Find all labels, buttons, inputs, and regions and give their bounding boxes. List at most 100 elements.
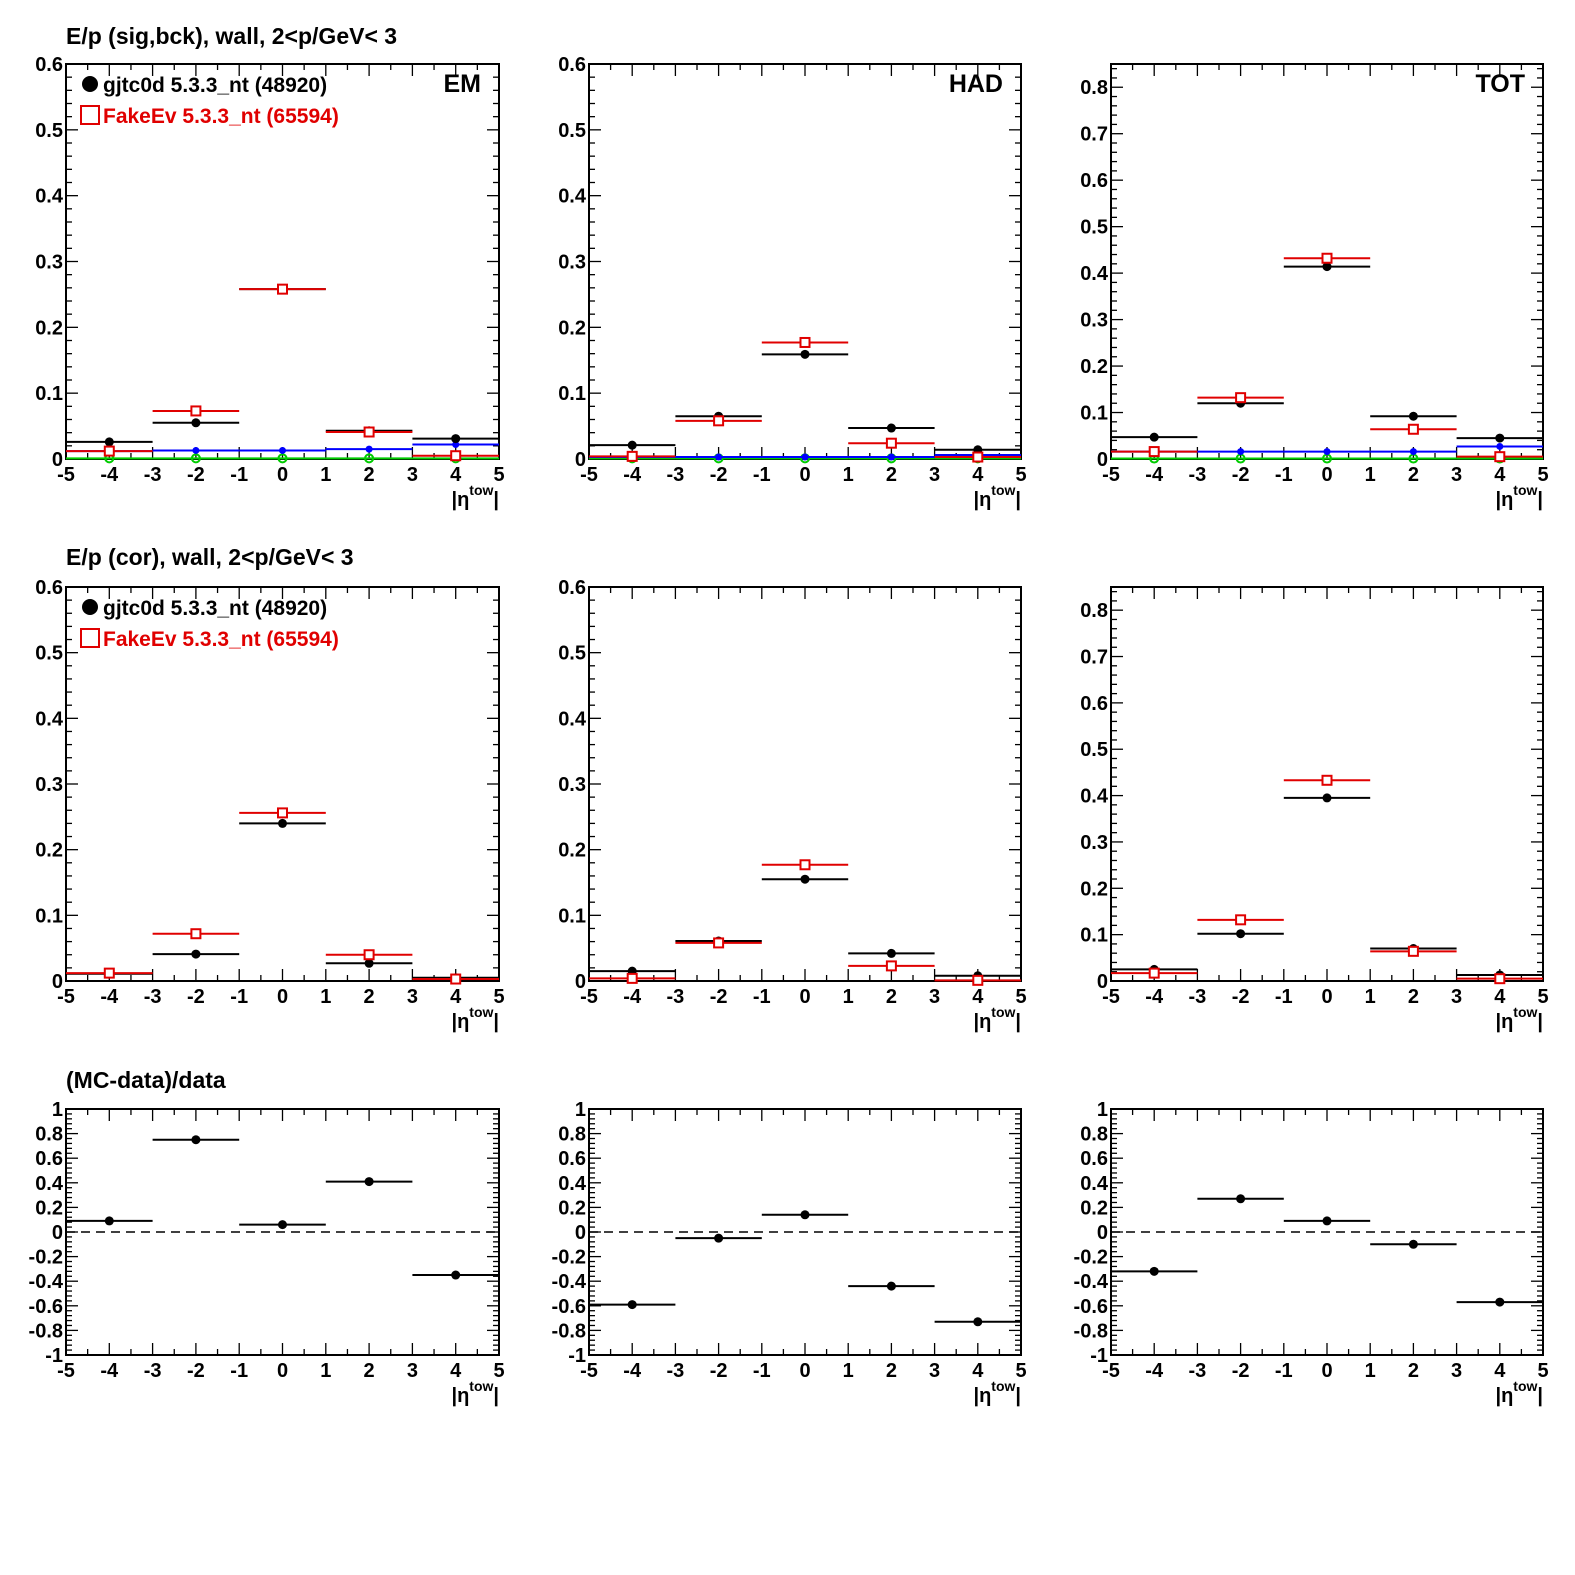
- data-point: [800, 1210, 810, 1220]
- x-tick-label: -2: [710, 464, 728, 486]
- legend-marker-big: [80, 628, 100, 648]
- y-tick-label: 0.6: [35, 577, 63, 599]
- x-axis-label: |ηtow|: [973, 1004, 1021, 1033]
- x-axis-label: |ηtow|: [1495, 482, 1543, 511]
- y-tick-label: 1: [575, 1099, 586, 1121]
- data-point: [1236, 929, 1246, 939]
- x-tick-label: -1: [230, 464, 248, 486]
- y-tick-label: 0.3: [1080, 832, 1108, 854]
- legend-label: FakeEv 5.3.3_nt (65594): [103, 628, 339, 651]
- x-tick-label: 2: [1408, 464, 1419, 486]
- x-tick-label: -4: [1145, 986, 1164, 1008]
- mc-point: [103, 967, 115, 979]
- x-tick-label: -5: [57, 464, 75, 486]
- x-tick-label: -5: [1102, 464, 1120, 486]
- x-tick-label: -3: [1189, 986, 1207, 1008]
- mc-point: [190, 928, 202, 940]
- x-tick-label: 4: [450, 464, 462, 486]
- x-tick-label: 0: [277, 464, 288, 486]
- x-tick-label: 3: [929, 986, 940, 1008]
- x-tick-label: 3: [929, 464, 940, 486]
- x-tick-label: -5: [1102, 986, 1120, 1008]
- x-tick-label: 0: [799, 986, 810, 1008]
- data-point: [278, 1220, 287, 1230]
- mc-point: [1407, 945, 1419, 957]
- y-tick-label: 0.6: [35, 54, 63, 76]
- x-tick-label: 3: [1451, 1360, 1462, 1382]
- bck-data-point: [801, 453, 809, 461]
- data-point: [1495, 433, 1505, 443]
- panel-2-1: -5 -4 -3 -2 -1 0 1 2 3 4 5|ηtow| -1 -0.8-0.6 -0.4-0.2…: [552, 1099, 1027, 1407]
- mc-point: [1235, 392, 1247, 404]
- mc-point: [363, 426, 375, 438]
- y-tick-label: 0.5: [35, 643, 63, 665]
- x-axis-label: |ηtow|: [973, 1378, 1021, 1407]
- x-axis-label: |ηtow|: [1495, 1004, 1543, 1033]
- x-tick-label: 2: [364, 1360, 375, 1382]
- panel-0-0: -5 -4 -3 -2 -1 0 1 2 3 4 5|ηtow| 0 0.1 0.2 0.3 0.4 0.5 0.…: [35, 54, 504, 511]
- y-tick-label: 0.2: [35, 840, 63, 862]
- data-point: [1322, 793, 1332, 803]
- x-tick-label: -1: [753, 1360, 771, 1382]
- y-tick-label: 0.5: [558, 120, 586, 142]
- x-tick-label: -3: [144, 1360, 162, 1382]
- row-title-2: E/p (cor), wall, 2<p/GeV< 3: [66, 544, 354, 570]
- y-tick-label: -0.4: [1074, 1271, 1109, 1293]
- x-tick-label: -1: [1275, 986, 1293, 1008]
- x-tick-label: -5: [580, 986, 598, 1008]
- data-point: [886, 423, 896, 433]
- y-tick-label: 0.2: [558, 840, 586, 862]
- y-tick-label: 0.4: [558, 186, 587, 208]
- y-tick-label: 0.5: [1080, 217, 1108, 239]
- mc-point: [1494, 973, 1506, 985]
- mc-point: [1148, 446, 1160, 458]
- data-point: [451, 1270, 461, 1280]
- legend-marker-big: [82, 599, 98, 615]
- x-tick-label: 1: [843, 464, 854, 486]
- panel-1-0: -5 -4 -3 -2 -1 0 1 2 3 4 5|ηtow| 0 0.1 0.2 0.3 0.4 0.5 0.…: [35, 577, 504, 1033]
- data-point: [191, 1135, 201, 1145]
- data-point: [1408, 1239, 1418, 1249]
- data-point: [278, 818, 287, 828]
- y-tick-label: 0.4: [1080, 1173, 1109, 1195]
- x-tick-label: 2: [886, 986, 897, 1008]
- x-tick-label: 3: [929, 1360, 940, 1382]
- x-tick-label: 2: [886, 464, 897, 486]
- y-tick-label: 0.2: [558, 317, 586, 339]
- x-tick-label: -5: [580, 464, 598, 486]
- x-tick-label: 5: [493, 464, 504, 486]
- x-tick-label: -5: [57, 986, 75, 1008]
- x-axis-label: |ηtow|: [451, 1378, 499, 1407]
- y-tick-label: 0.2: [1080, 356, 1108, 378]
- data-point: [714, 1233, 724, 1243]
- y-tick-label: -0.2: [29, 1247, 63, 1269]
- mc-point: [972, 974, 984, 986]
- panel-label: EM: [444, 70, 482, 98]
- y-tick-label: -1: [45, 1345, 63, 1367]
- y-tick-label: 0.6: [35, 1148, 63, 1170]
- y-tick-label: 0: [52, 1222, 63, 1244]
- x-tick-label: 1: [320, 1360, 331, 1382]
- legend-label: gjtc0d 5.3.3_nt (48920): [103, 597, 327, 620]
- x-tick-label: -4: [100, 464, 119, 486]
- mc-point: [626, 450, 638, 462]
- y-tick-label: 0.2: [558, 1197, 586, 1219]
- y-tick-label: 0.3: [558, 774, 586, 796]
- mc-point: [799, 336, 811, 348]
- x-tick-label: 3: [407, 986, 418, 1008]
- y-tick-label: 0.1: [558, 383, 586, 405]
- x-tick-label: 3: [407, 464, 418, 486]
- x-tick-label: 4: [1494, 464, 1506, 486]
- data-point: [1149, 1266, 1159, 1276]
- x-tick-label: 1: [1365, 1360, 1376, 1382]
- x-tick-label: 5: [1537, 986, 1548, 1008]
- y-tick-label: 0.4: [558, 1173, 587, 1195]
- y-tick-label: 0.8: [558, 1124, 586, 1146]
- bck-mc-point: [364, 453, 375, 464]
- x-tick-label: 2: [364, 464, 375, 486]
- y-tick-label: 0.6: [558, 54, 586, 76]
- y-tick-label: 0.5: [1080, 739, 1108, 761]
- y-tick-label: 0.7: [1080, 647, 1108, 669]
- legend-label: gjtc0d 5.3.3_nt (48920): [103, 74, 327, 97]
- mc-point: [885, 437, 897, 449]
